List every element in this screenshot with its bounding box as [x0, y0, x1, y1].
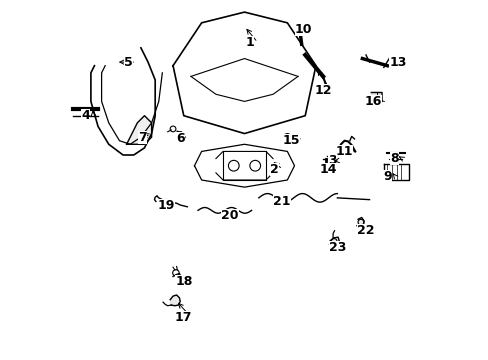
Text: 6: 6 [176, 132, 184, 145]
Text: 7: 7 [138, 131, 147, 144]
Text: 14: 14 [319, 163, 337, 176]
Text: 19: 19 [157, 198, 174, 212]
Text: 11: 11 [335, 145, 352, 158]
Text: 1: 1 [245, 36, 254, 49]
Polygon shape [356, 217, 364, 229]
Text: 8: 8 [389, 152, 398, 165]
Text: 13: 13 [388, 55, 406, 69]
Polygon shape [170, 295, 180, 306]
Text: 17: 17 [175, 311, 192, 324]
Text: 16: 16 [364, 95, 381, 108]
Text: 9: 9 [382, 170, 391, 183]
Polygon shape [329, 237, 339, 247]
Text: 10: 10 [294, 23, 311, 36]
Text: 5: 5 [124, 55, 133, 69]
Polygon shape [126, 116, 151, 144]
Text: 15: 15 [282, 134, 299, 147]
Text: 12: 12 [314, 84, 331, 97]
Text: 3: 3 [327, 154, 336, 167]
Text: 2: 2 [270, 163, 279, 176]
Text: 20: 20 [221, 209, 239, 222]
Text: 21: 21 [273, 195, 290, 208]
Polygon shape [370, 93, 381, 105]
Text: 18: 18 [175, 275, 192, 288]
Text: 4: 4 [81, 109, 90, 122]
Text: 22: 22 [356, 224, 374, 237]
Text: 23: 23 [328, 241, 346, 255]
